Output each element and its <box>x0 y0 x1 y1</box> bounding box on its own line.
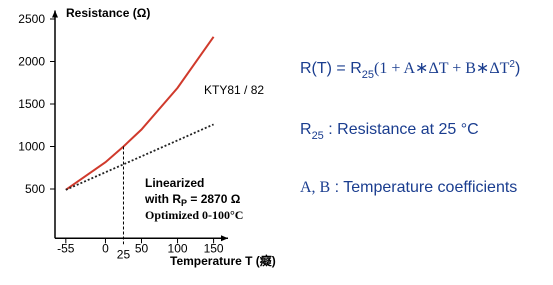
annotation-text: with R <box>144 192 181 206</box>
definition: R25 : Resistance at 25 °C <box>300 121 479 142</box>
formula-sub: 25 <box>362 69 374 81</box>
x-tick-label: 50 <box>135 241 149 255</box>
y-tick-label: 1500 <box>18 97 45 111</box>
y-axis-title: Resistance (Ω) <box>66 6 150 20</box>
series-line <box>65 36 215 191</box>
annotation: Optimized 0-100°C <box>145 208 243 222</box>
annotation-text: = 2870 Ω <box>187 192 241 206</box>
y-tick-label: 2000 <box>18 55 45 69</box>
x-tick-label: 100 <box>168 241 188 255</box>
formula-part: ) <box>515 60 520 77</box>
annotation-sub: P <box>181 198 187 208</box>
x-axis-title: Temperature T (癡) <box>170 253 276 268</box>
x-tick-label: -55 <box>57 241 75 255</box>
definition-sub: 25 <box>312 130 324 142</box>
marker-label: 25 <box>117 247 131 261</box>
y-tick-label: 1000 <box>18 140 45 154</box>
formula-part: R(T) = R <box>300 60 362 77</box>
series-line <box>65 123 214 191</box>
definition-symbol: A, B <box>300 179 330 196</box>
axis-arrow <box>221 235 228 242</box>
formula-sup: 2 <box>509 59 515 70</box>
axis-arrow <box>52 10 58 18</box>
x-tick-label: 0 <box>102 241 109 255</box>
annotation: with RP = 2870 Ω <box>144 192 241 208</box>
definition-text: : Resistance at 25 °C <box>324 121 479 138</box>
definition-symbol: R <box>300 121 312 138</box>
definition-text: : Temperature coefficients <box>330 179 517 196</box>
formula-part: (1 + A∗ΔT + B∗ΔT <box>374 60 510 77</box>
y-tick-label: 2500 <box>18 12 45 26</box>
y-tick-label: 500 <box>25 182 45 196</box>
series-label: Linearized <box>145 176 204 190</box>
series-label: KTY81 / 82 <box>204 83 264 97</box>
formula: R(T) = R25(1 + A∗ΔT + B∗ΔT2) <box>300 59 520 81</box>
definition: A, B : Temperature coefficients <box>300 179 517 196</box>
x-tick-label: 150 <box>204 241 224 255</box>
